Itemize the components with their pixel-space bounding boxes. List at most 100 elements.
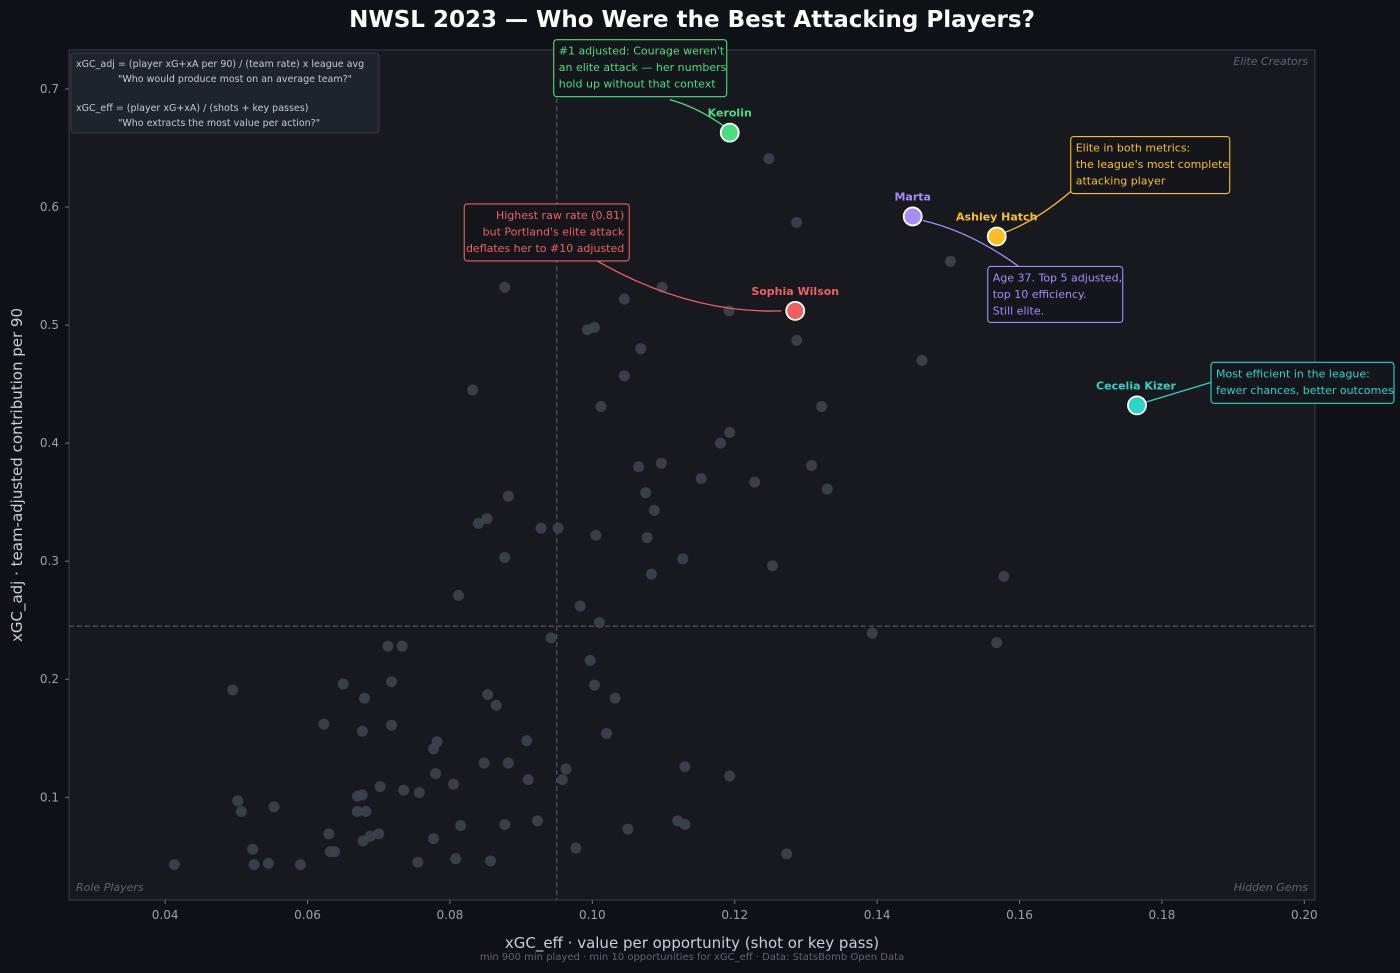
scatter-point: [866, 627, 878, 639]
cecelia-kizer-label: Cecelia Kizer: [1096, 379, 1176, 392]
sophia-wilson-connector: [596, 260, 782, 312]
scatter-point: [323, 828, 335, 840]
scatter-point: [535, 522, 547, 534]
x-tick-label: 0.06: [294, 908, 321, 922]
scatter-point: [609, 692, 621, 704]
scatter-point: [749, 476, 761, 488]
scatter-point: [581, 324, 593, 336]
scatter-point: [168, 859, 180, 871]
marta-connector: [922, 219, 1020, 267]
formula-box: xGC_adj = (player xG+xA per 90) / (team …: [70, 52, 380, 134]
y-tick-label: 0.1: [40, 790, 59, 804]
scatter-point: [781, 848, 793, 860]
chart-title: NWSL 2023 — Who Were the Best Attacking …: [349, 7, 1035, 33]
x-tick-label: 0.18: [1149, 908, 1176, 922]
x-tick-label: 0.14: [864, 908, 891, 922]
scatter-point: [635, 343, 647, 355]
marta-label: Marta: [894, 190, 930, 203]
scatter-point: [991, 637, 1003, 649]
formula-line-4: "Who extracts the most value per action?…: [118, 118, 320, 129]
scatter-point: [944, 255, 956, 267]
scatter-point: [452, 589, 464, 601]
scatter-point: [430, 768, 442, 780]
scatter-point: [677, 553, 689, 565]
scatter-point: [235, 805, 247, 817]
scatter-point: [247, 843, 259, 855]
cecelia-kizer-note-line: Most efficient in the league:: [1216, 367, 1370, 380]
scatter-point: [821, 483, 833, 495]
scatter-point: [724, 770, 736, 782]
x-tick-label: 0.20: [1291, 908, 1318, 922]
y-tick-label: 0.7: [40, 82, 59, 96]
y-tick-label: 0.4: [40, 436, 59, 450]
scatter-point: [588, 679, 600, 691]
scatter-point: [584, 654, 596, 666]
scatter-point: [570, 842, 582, 854]
marta-note-line: Age 37. Top 5 adjusted,: [993, 271, 1122, 284]
cecelia-kizer-note-line: fewer chances, better outcomes: [1216, 384, 1394, 397]
scatter-point: [358, 692, 370, 704]
y-tick-label: 0.3: [40, 554, 59, 568]
scatter-point: [502, 757, 514, 769]
scatter-point: [413, 787, 425, 799]
y-tick-label: 0.6: [40, 200, 59, 214]
quadrant-label-elite-creators: Elite Creators: [1233, 55, 1308, 68]
sophia-wilson-marker: [785, 301, 806, 321]
scatter-point: [916, 354, 928, 366]
scatter-point: [679, 761, 691, 773]
scatter-point: [482, 689, 494, 701]
scatter-point: [545, 632, 557, 644]
scatter-point: [499, 818, 511, 830]
x-tick-label: 0.04: [152, 908, 179, 922]
scatter-point: [763, 153, 775, 165]
scatter-point: [679, 818, 691, 830]
scatter-point: [227, 684, 239, 696]
scatter-point: [531, 815, 543, 827]
x-axis-label: xGC_eff · value per opportunity (shot or…: [505, 934, 879, 953]
scatter-point: [248, 859, 260, 871]
ashley-hatch-label: Ashley Hatch: [956, 211, 1037, 224]
formula-line-1: xGC_adj = (player xG+xA per 90) / (team …: [76, 59, 364, 70]
kerolin-connector: [669, 99, 726, 128]
cecelia-kizer-marker: [1127, 395, 1147, 416]
scatter-point: [791, 334, 803, 346]
scatter-point: [499, 552, 511, 564]
scatter-point: [714, 437, 726, 449]
scatter-point: [522, 774, 534, 786]
scatter-point: [382, 640, 394, 652]
scatter-point: [490, 699, 502, 711]
scatter-point: [499, 281, 511, 293]
scatter-point: [478, 757, 490, 769]
kerolin-note-line: an elite attack — her numbers: [559, 61, 727, 74]
scatter-point: [552, 522, 564, 534]
scatter-point: [481, 513, 493, 525]
scatter-point: [502, 490, 514, 502]
formula-line-3: xGC_eff = (player xG+xA) / (shots + key …: [76, 103, 308, 114]
scatter-point: [455, 820, 467, 832]
scatter-point: [262, 857, 274, 869]
ashley-hatch-note-line: the league's most complete: [1076, 158, 1230, 171]
y-tick-label: 0.2: [40, 672, 59, 686]
ashley-hatch-note-line: Elite in both metrics:: [1076, 142, 1191, 155]
scatter-point: [428, 833, 440, 845]
scatter-point: [618, 293, 630, 305]
scatter-point: [556, 774, 568, 786]
formula-line-2: "Who would produce most on an average te…: [118, 74, 352, 85]
kerolin-note-line: #1 adjusted: Courage weren't: [559, 45, 725, 58]
scatter-point: [351, 790, 363, 802]
scatter-point: [356, 725, 368, 737]
kerolin-note-line: hold up without that context: [559, 78, 717, 91]
scatter-point: [590, 529, 602, 541]
scatter-point: [232, 795, 244, 807]
ashley-hatch-connector: [1004, 191, 1072, 234]
scatter-point: [428, 743, 440, 755]
marta-marker: [902, 206, 923, 227]
scatter-point: [645, 568, 657, 580]
marta-note-line: Still elite.: [993, 304, 1044, 317]
sophia-wilson-note-line: deflates her to #10 adjusted: [466, 242, 624, 255]
scatter-point: [695, 473, 707, 485]
scatter-point: [360, 805, 372, 817]
x-tick-label: 0.16: [1006, 908, 1033, 922]
quadrant-label-hidden-gems: Hidden Gems: [1234, 881, 1309, 894]
